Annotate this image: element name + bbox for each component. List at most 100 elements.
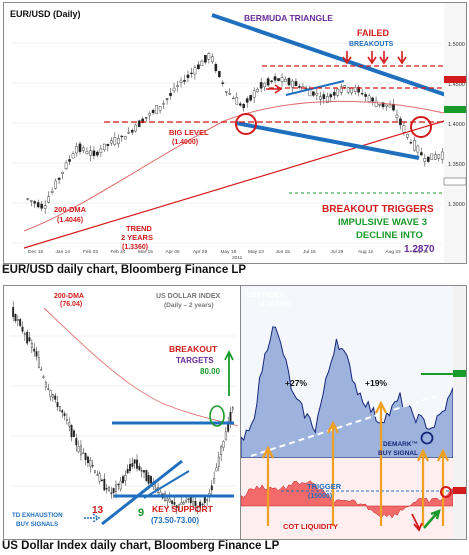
candle-body — [101, 479, 103, 481]
candle-body — [92, 150, 96, 156]
candle-body — [287, 78, 291, 86]
candle-body — [63, 413, 66, 416]
x-year-label: 2011 — [232, 255, 243, 261]
y-tick-3: 1.4000 — [448, 122, 465, 128]
candle-body — [168, 498, 171, 503]
demark-buy-label: BUY SIGNAL — [378, 450, 418, 457]
candle-body — [252, 90, 256, 98]
candle-body — [381, 102, 385, 108]
eurusd-chart-title: EUR/USD (Daily) — [10, 9, 81, 19]
candle-body — [61, 410, 64, 413]
candle-body — [14, 314, 17, 322]
candle-body — [134, 124, 138, 132]
candle-body — [68, 159, 71, 162]
candle-body — [221, 82, 225, 84]
candle-body — [166, 498, 169, 501]
candle-body — [126, 469, 129, 474]
candle-body — [91, 465, 94, 467]
candle-body — [218, 70, 221, 78]
candle-body — [273, 76, 277, 81]
rise-27-label: +27% — [285, 378, 307, 388]
candle-body — [228, 93, 232, 95]
candle-body — [117, 483, 120, 486]
candle-body — [140, 470, 143, 472]
candle-body — [194, 501, 197, 506]
candle-body — [115, 484, 117, 492]
candle-body — [245, 98, 249, 103]
candle-body — [207, 53, 211, 60]
candle-body — [171, 500, 174, 504]
candle-body — [37, 357, 40, 368]
trend-period: 2 YEARS — [121, 233, 153, 242]
candle-body — [26, 331, 29, 344]
triangle-upper-line — [211, 13, 450, 98]
candle-body — [178, 504, 181, 510]
candle-body — [137, 120, 141, 128]
candle-body — [378, 104, 381, 106]
candle-body — [322, 94, 326, 99]
candle-body — [367, 95, 371, 103]
candle-body — [19, 319, 22, 327]
candle-body — [220, 446, 223, 456]
orange-arrows — [262, 400, 449, 526]
usd-index-candles — [12, 301, 234, 514]
candle-body — [23, 333, 26, 335]
candle-body — [224, 91, 228, 93]
failed-label: FAILED — [357, 28, 390, 38]
candle-body — [336, 88, 340, 96]
candle-body — [238, 103, 242, 106]
candle-body — [374, 100, 378, 108]
triangle-inner-line — [285, 80, 345, 96]
candle-body — [110, 492, 113, 494]
candle-body — [315, 93, 319, 96]
candle-body — [346, 87, 350, 93]
candle-body — [332, 92, 336, 96]
usd-4y-area — [241, 326, 454, 459]
candle-body — [70, 424, 73, 438]
candle-body — [183, 80, 186, 82]
failed-breakout-arrows — [266, 51, 407, 94]
dma-label: 200-DMA — [54, 205, 87, 214]
candle-body — [231, 97, 235, 100]
candle-body — [68, 422, 71, 427]
candle-body — [133, 459, 136, 464]
breakout-circle — [209, 405, 225, 427]
breakout-triggers-text: BREAKOUT TRIGGERS — [322, 204, 434, 215]
candle-body — [325, 96, 329, 104]
candle-body — [54, 395, 57, 400]
rising-trend-line — [101, 459, 183, 526]
trigger-value-label: (15000) — [308, 493, 332, 500]
breakout-label: BREAKOUT — [169, 344, 218, 354]
candle-body — [151, 109, 155, 114]
trigger-circle — [440, 486, 452, 498]
candle-body — [385, 104, 388, 107]
candle-body — [200, 60, 204, 67]
candle-body — [65, 419, 68, 421]
demark-label: DEMARK™ — [383, 441, 418, 448]
candle-body — [186, 74, 190, 78]
candle-body — [28, 337, 31, 342]
x-tick-label: Aug 23 — [386, 249, 402, 255]
candle-body — [110, 140, 113, 144]
candle-body — [291, 80, 294, 88]
usd-dma-value: (76.04) — [60, 301, 82, 308]
candle-body — [21, 326, 24, 332]
usd-4y-trend — [250, 395, 437, 457]
candle-body — [402, 125, 406, 133]
candle-body — [162, 103, 165, 105]
candle-body — [141, 118, 145, 123]
candle-body — [206, 499, 209, 501]
candle-body — [259, 82, 263, 89]
candle-body — [193, 67, 197, 75]
breakout-arrow — [224, 349, 234, 396]
candle-body — [16, 319, 19, 321]
candle-body — [71, 153, 75, 159]
big-level-circle-left — [235, 113, 257, 135]
usd-index-4y-panel: US$ INDEX (4 YEARS) +27% +19% DEMARK™ BU… — [240, 285, 467, 540]
green-up-arrow — [423, 508, 441, 529]
big-level-value: (1.4000) — [172, 139, 198, 146]
candle-body — [113, 137, 117, 145]
candle-body — [64, 162, 68, 170]
usd-index-daily-chart: 200-DMA (76.04) US DOLLAR INDEX (Daily –… — [4, 286, 241, 539]
trigger-label: TRIGGER — [307, 482, 342, 491]
